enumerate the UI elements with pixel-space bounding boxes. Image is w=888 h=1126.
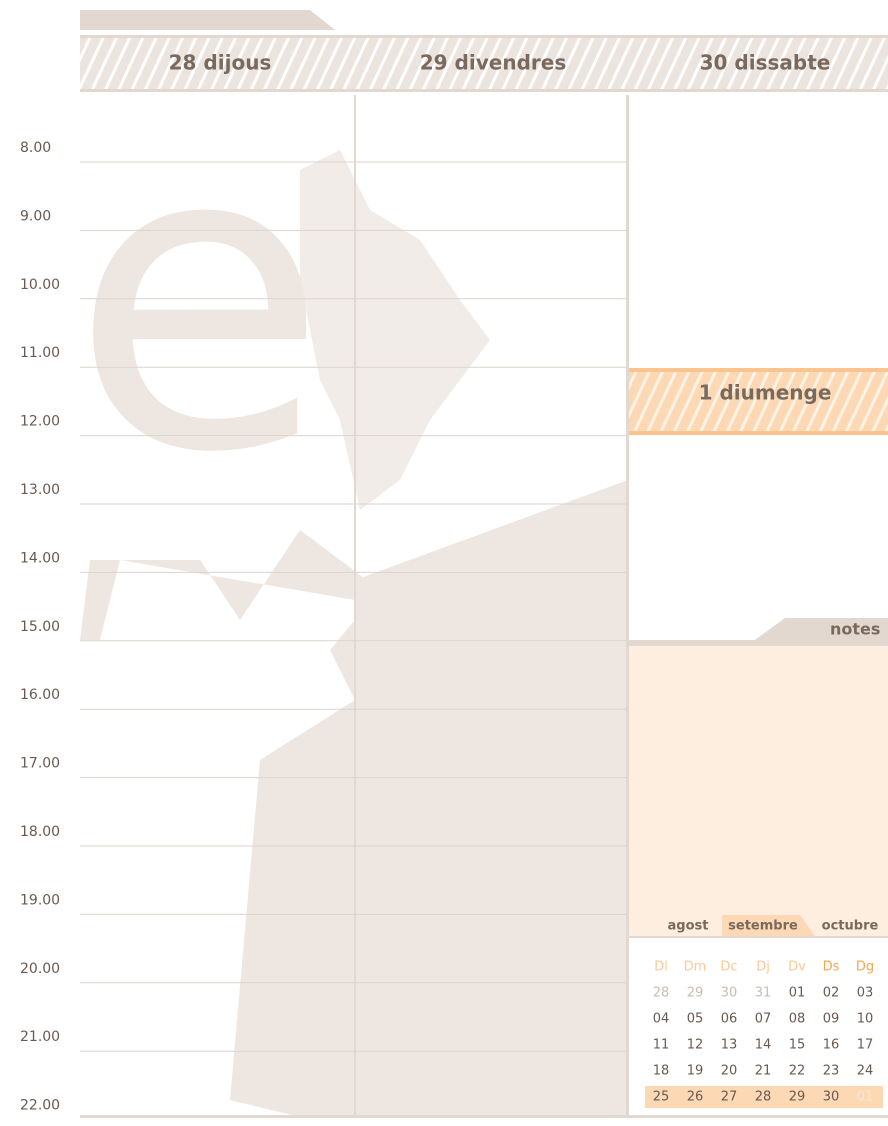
current-week xyxy=(645,1086,883,1108)
calendar-day: 22 xyxy=(789,1064,806,1079)
calendar-day: 18 xyxy=(653,1064,670,1079)
calendar-day: 10 xyxy=(857,1012,874,1027)
saturday-area xyxy=(628,95,888,365)
calendar-edge xyxy=(628,936,888,938)
calendar-day: 26 xyxy=(687,1090,704,1105)
hour-label: 12.00 xyxy=(20,414,60,430)
calendar-day: 01 xyxy=(857,1090,874,1105)
hour-label: 14.00 xyxy=(20,550,60,566)
sunday-band xyxy=(628,368,888,435)
calendar-day: 08 xyxy=(789,1012,806,1027)
header-edge xyxy=(80,89,888,92)
calendar-day: 15 xyxy=(789,1038,806,1053)
header-edge xyxy=(80,35,888,38)
calendar-day: 28 xyxy=(755,1090,772,1105)
notes-edge xyxy=(628,640,888,646)
hour-label: 21.00 xyxy=(20,1029,60,1045)
calendar-day: 24 xyxy=(857,1064,874,1079)
calendar-day: 03 xyxy=(857,986,874,1001)
hour-label: 17.00 xyxy=(20,756,60,772)
calendar-day: 20 xyxy=(721,1064,738,1079)
day-label: 28 dijous xyxy=(169,51,272,75)
hour-label: 16.00 xyxy=(20,687,60,703)
calendar-day: 30 xyxy=(823,1090,840,1105)
weekday-label: Dv xyxy=(788,960,806,975)
calendar-day: 09 xyxy=(823,1012,840,1027)
calendar-day: 01 xyxy=(789,986,806,1001)
sunday-label: 1 diumenge xyxy=(699,381,832,405)
calendar-day: 14 xyxy=(755,1038,772,1053)
calendar-day: 11 xyxy=(653,1038,670,1053)
calendar-day: 29 xyxy=(789,1090,806,1105)
sunday-edge xyxy=(628,431,888,435)
hour-label: 11.00 xyxy=(20,345,60,361)
sunday-edge xyxy=(628,368,888,372)
header-band xyxy=(80,35,888,92)
svg-text:e: e xyxy=(70,56,328,545)
month-label: agost xyxy=(668,919,709,934)
hour-label: 13.00 xyxy=(20,482,60,498)
hour-label: 20.00 xyxy=(20,961,60,977)
hour-label: 19.00 xyxy=(20,892,60,908)
calendar-day: 19 xyxy=(687,1064,704,1079)
day-label: 30 dissabte xyxy=(700,51,831,75)
calendar-day: 23 xyxy=(823,1064,840,1079)
calendar-day: 13 xyxy=(721,1038,738,1053)
hour-label: 22.00 xyxy=(20,1098,60,1114)
calendar-day: 28 xyxy=(653,986,670,1001)
hour-label: 8.00 xyxy=(20,140,51,156)
hour-label: 18.00 xyxy=(20,824,60,840)
bottom-edge xyxy=(80,1115,888,1118)
weekday-label: Dg xyxy=(856,960,874,975)
calendar-day: 25 xyxy=(653,1090,670,1105)
calendar-day: 12 xyxy=(687,1038,704,1053)
calendar-day: 05 xyxy=(687,1012,704,1027)
calendar-day: 29 xyxy=(687,986,704,1001)
notes-label: notes xyxy=(830,620,880,639)
day-label: 29 divendres xyxy=(420,51,566,75)
calendar-day: 17 xyxy=(857,1038,874,1053)
hour-label: 10.00 xyxy=(20,277,60,293)
notes-area xyxy=(628,646,888,936)
calendar-day: 07 xyxy=(755,1012,772,1027)
calendar-day: 04 xyxy=(653,1012,670,1027)
month-tab xyxy=(722,915,815,936)
month-label: setembre xyxy=(728,919,798,934)
weekday-label: Ds xyxy=(823,960,840,975)
watermark: e xyxy=(70,56,628,1117)
top-tab xyxy=(80,10,335,30)
weekday-label: Dm xyxy=(684,960,707,975)
calendar-day: 02 xyxy=(823,986,840,1001)
weekday-label: Dj xyxy=(756,960,770,975)
calendar-day: 06 xyxy=(721,1012,738,1027)
calendar-day: 31 xyxy=(755,986,772,1001)
calendar-day: 21 xyxy=(755,1064,772,1079)
hour-label: 9.00 xyxy=(20,208,51,224)
weekday-label: Dc xyxy=(720,960,737,975)
notes-tab xyxy=(755,618,888,640)
calendar-day: 27 xyxy=(721,1090,738,1105)
calendar-day: 30 xyxy=(721,986,738,1001)
sunday-area xyxy=(628,437,888,617)
month-label: octubre xyxy=(822,919,879,934)
column-divider xyxy=(626,95,629,1117)
weekday-label: Dl xyxy=(654,960,668,975)
column-divider xyxy=(354,95,356,1117)
hour-label: 15.00 xyxy=(20,619,60,635)
calendar-day: 16 xyxy=(823,1038,840,1053)
